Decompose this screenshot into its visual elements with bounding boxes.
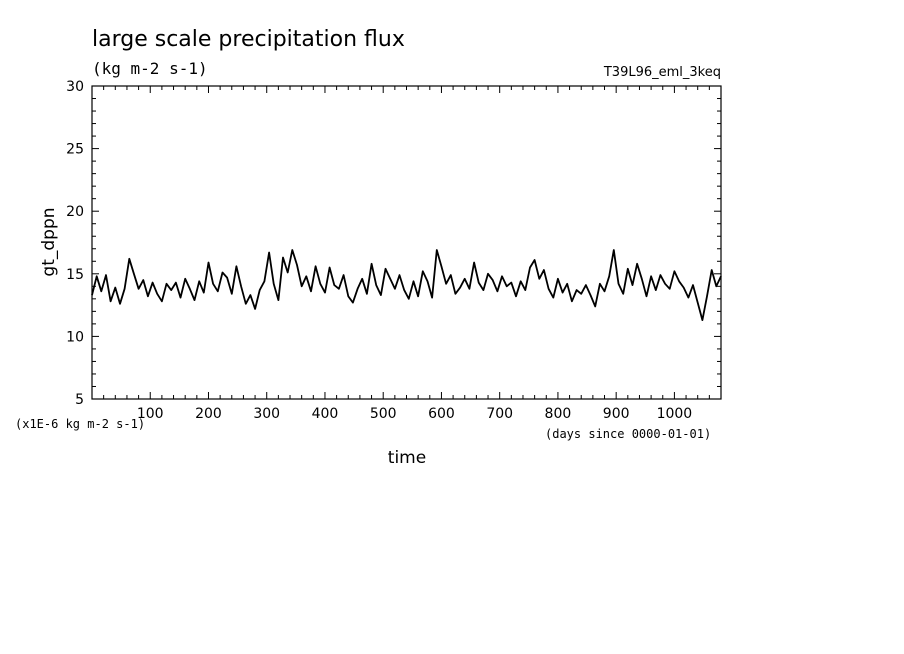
x-tick-label: 300 <box>253 406 280 422</box>
y-scale-note: (x1E-6 kg m-2 s-1) <box>15 417 145 431</box>
x-axis-label: time <box>388 448 426 468</box>
x-tick-label: 200 <box>195 406 222 422</box>
chart-units: (kg m-2 s-1) <box>92 59 208 78</box>
x-tick-label: 500 <box>370 406 397 422</box>
x-tick-label: 600 <box>428 406 455 422</box>
axis-ticks <box>92 86 721 399</box>
x-tick-labels: 100 200 300 400 500 600 700 800 900 1000 <box>137 406 692 422</box>
y-tick-label: 25 <box>66 142 84 158</box>
x-tick-label: 100 <box>137 406 164 422</box>
y-tick-label: 15 <box>66 267 84 283</box>
plot-border <box>91 85 722 400</box>
plot-frame <box>91 85 722 400</box>
y-tick-label: 20 <box>66 204 84 220</box>
x-tick-label: 900 <box>603 406 630 422</box>
x-tick-label: 400 <box>312 406 339 422</box>
series-layer <box>91 249 722 322</box>
y-axis-label: gt_dppn <box>39 207 59 276</box>
experiment-label: T39L96_eml_3keq <box>603 65 721 80</box>
series-line <box>91 249 722 322</box>
x-tick-label: 700 <box>486 406 513 422</box>
y-tick-labels: 5 10 15 20 25 30 <box>66 79 84 408</box>
x-tick-label: 800 <box>545 406 572 422</box>
chart-title: large scale precipitation flux <box>92 27 405 52</box>
y-tick-label: 5 <box>75 392 84 408</box>
x-tick-label: 1000 <box>657 406 693 422</box>
y-tick-label: 10 <box>66 329 84 345</box>
y-tick-label: 30 <box>66 79 84 95</box>
x-unit-note: (days since 0000-01-01) <box>545 427 711 441</box>
